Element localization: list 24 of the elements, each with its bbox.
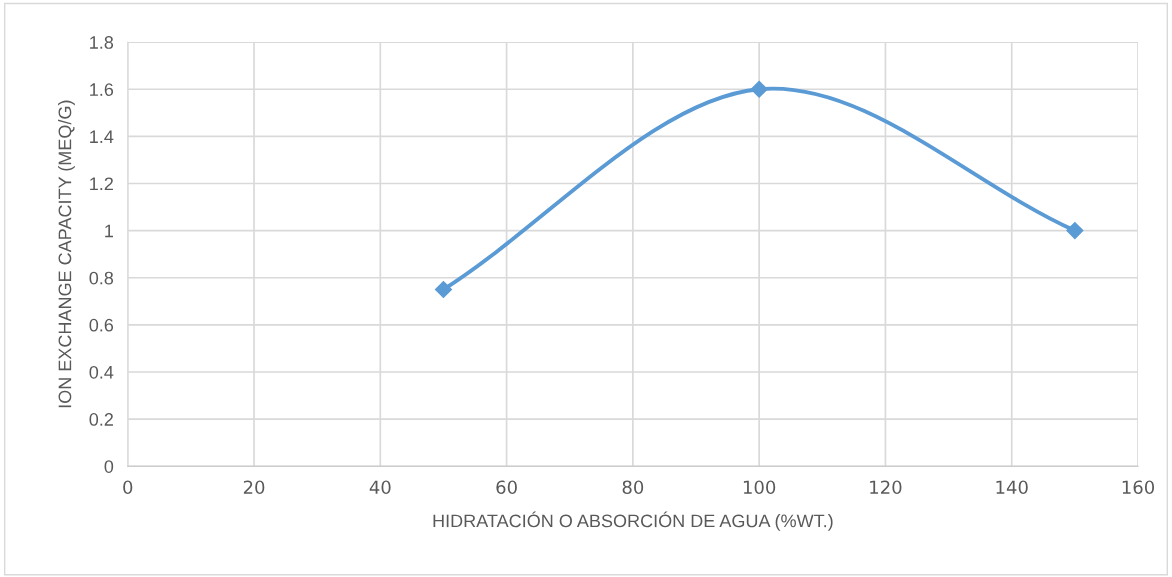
y-axis-title: ION EXCHANGE CAPACITY (MEQ/G) [58, 100, 75, 408]
point [750, 80, 768, 98]
x-tick-label: 20 [243, 480, 265, 495]
x-tick-label: 40 [369, 480, 391, 495]
x-tick-label: 0 [123, 480, 133, 495]
x-tick-label: 80 [622, 480, 644, 495]
point [1066, 222, 1084, 240]
y-tick-label: 0.2 [89, 413, 113, 426]
y-tick-label: 0 [104, 460, 114, 473]
y-tick-label: 0.8 [89, 271, 114, 285]
x-tick-label: 160 [1122, 480, 1155, 495]
y-tick-label: 1.2 [90, 177, 113, 191]
y-tick-label: 1.8 [90, 36, 114, 49]
y-tick-label: 1.6 [90, 83, 114, 96]
x-tick-label: 120 [870, 480, 902, 495]
x-tick-label: 60 [496, 480, 517, 495]
point [434, 280, 453, 299]
y-tick-label: 1.4 [90, 130, 114, 143]
y-tick-label: 1 [105, 224, 113, 238]
x-tick-label: 140 [996, 480, 1028, 495]
x-tick-label: 100 [743, 480, 776, 495]
y-tick-label: 0.6 [89, 318, 114, 332]
x-axis-title: HIDRATACIÓN O ABSORCIÓN DE AGUA (%WT.) [433, 511, 833, 531]
y-tick-label: 0.4 [89, 365, 114, 379]
